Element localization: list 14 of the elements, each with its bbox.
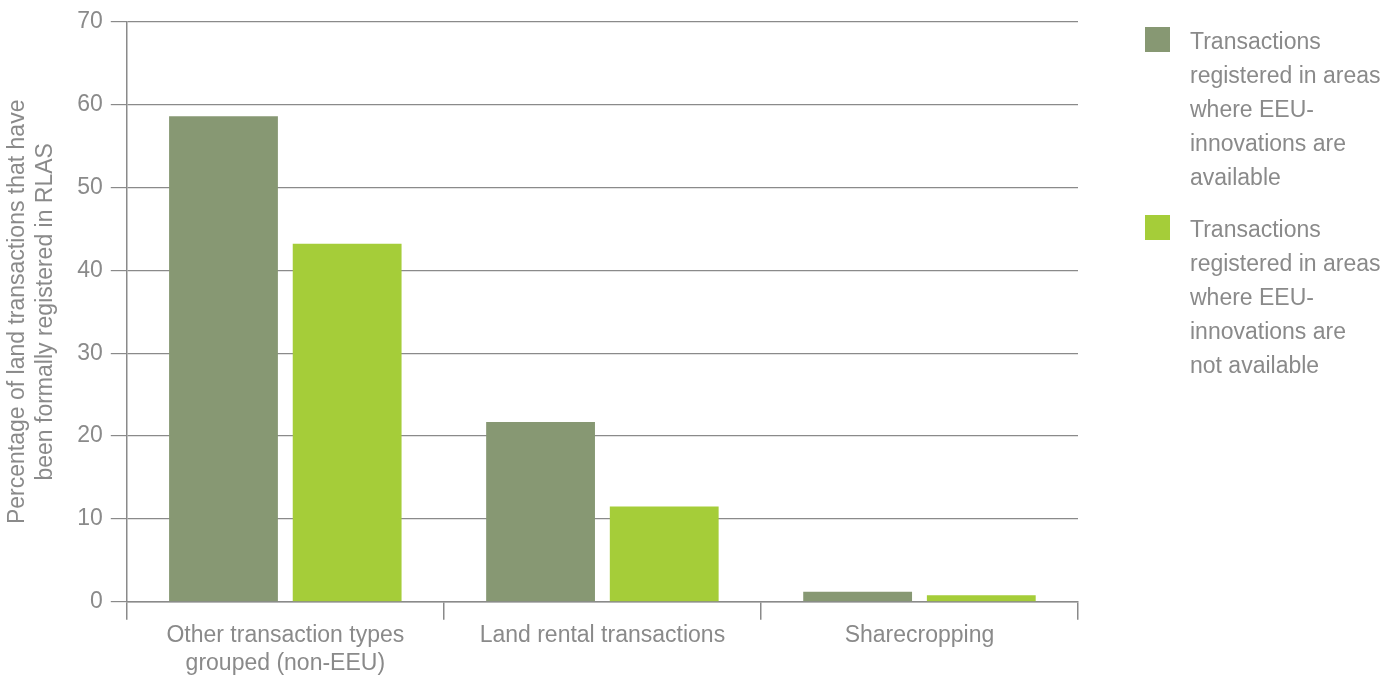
- legend-label: Transactions registered in areas where EEU-innovations are not available: [1190, 215, 1381, 380]
- y-tick-label: 0: [89, 587, 103, 614]
- x-tick-label: Land rental transactions: [479, 620, 726, 647]
- y-tick-label: 30: [77, 338, 103, 365]
- y-tick-label: 60: [77, 90, 103, 116]
- y-axis-title: Percentage of land transactions that have been formally registered in RLAS: [3, 99, 57, 525]
- y-tick-label: 40: [77, 255, 103, 282]
- legend-label: Transactions registered in areas where EEU-innovations are available: [1190, 27, 1381, 192]
- y-tick-label: 20: [77, 421, 103, 448]
- y-tick-label: 70: [77, 7, 103, 34]
- x-tick-label: Sharecropping: [844, 620, 995, 647]
- x-tick-label: Other transaction types grouped (non-EEU): [166, 620, 405, 675]
- y-tick-label: 50: [77, 172, 103, 199]
- y-tick-label: 10: [77, 504, 103, 531]
